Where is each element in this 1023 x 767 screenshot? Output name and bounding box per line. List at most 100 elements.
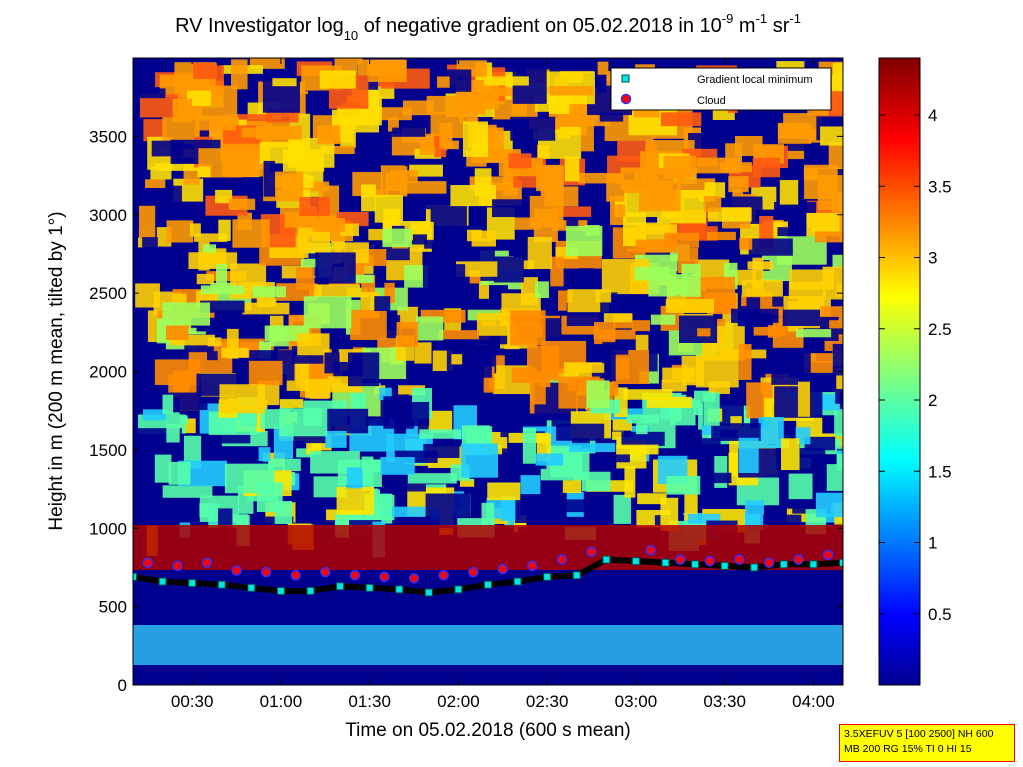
heatmap-cell xyxy=(319,70,356,89)
heatmap-cell xyxy=(313,284,361,298)
cloud-point xyxy=(734,554,745,565)
heatmap-cell xyxy=(142,237,158,253)
cloud-point xyxy=(201,557,213,568)
heatmap-cell xyxy=(315,252,356,284)
colorbar-tick-label: 3 xyxy=(928,249,937,268)
heatmap-cell xyxy=(747,261,774,270)
heatmap-cell xyxy=(832,62,843,97)
heatmap-cell xyxy=(808,353,843,363)
heatmap-cell xyxy=(325,430,347,448)
heatmap-cell xyxy=(839,208,843,242)
heatmap-cell xyxy=(826,464,843,491)
heatmap-cell xyxy=(445,280,469,304)
legend-box xyxy=(610,67,832,111)
heatmap-cell xyxy=(170,334,215,346)
heatmap-cell xyxy=(363,416,390,426)
cloud-point xyxy=(527,560,538,572)
heatmap-cell xyxy=(836,258,843,284)
heatmap-cell xyxy=(162,394,174,415)
heatmap-cell xyxy=(350,309,387,340)
heatmap-cell xyxy=(820,126,843,146)
heatmap-cell xyxy=(703,195,722,212)
heatmap-cell xyxy=(397,401,430,427)
heatmap-cell xyxy=(135,283,160,308)
colorbar-tick-label: 4 xyxy=(928,106,937,125)
heatmap-cell xyxy=(230,59,248,90)
heatmap-cell xyxy=(708,381,730,394)
heatmap-cell xyxy=(650,314,676,325)
heatmap-cell xyxy=(258,447,271,462)
minimum-point xyxy=(424,588,433,597)
info-line-1: 3.5XEFUV 5 [100 2500] NH 600 xyxy=(844,728,994,740)
minimum-point xyxy=(809,560,818,569)
heatmap-cell xyxy=(259,341,272,359)
heatmap-cell xyxy=(508,153,532,169)
heatmap-cell xyxy=(166,412,180,443)
minimum-point xyxy=(750,563,759,572)
heatmap-cell xyxy=(374,107,412,121)
minimum-point xyxy=(839,558,843,567)
heatmap-cell xyxy=(564,156,580,182)
heatmap-cell xyxy=(162,485,213,498)
minimum-point xyxy=(602,555,611,564)
heatmap-cell xyxy=(321,408,369,434)
minimum-point xyxy=(365,583,374,592)
heatmap-cell xyxy=(342,274,374,283)
cloud-series xyxy=(142,544,834,584)
x-tick-label: 01:30 xyxy=(348,692,391,711)
y-tick-label: 1500 xyxy=(89,441,127,460)
heatmap-cell xyxy=(380,457,415,475)
heatmap-cell xyxy=(228,198,256,210)
minimum-point xyxy=(306,586,315,595)
heatmap-cell xyxy=(728,176,749,193)
heatmap-cell xyxy=(624,466,636,498)
heatmap-cell xyxy=(696,157,741,174)
heatmap-cell xyxy=(660,497,679,532)
heatmap-cell xyxy=(248,360,283,386)
heatmap-cell xyxy=(666,475,701,495)
heatmap-cell xyxy=(739,238,753,250)
colorbar-tick-label: 2 xyxy=(928,391,937,410)
cloud-point xyxy=(438,570,449,581)
heatmap-cell xyxy=(346,467,363,489)
legend-cloud-label: Cloud xyxy=(697,95,726,107)
heatmap-cell xyxy=(712,110,735,121)
heatmap-cell xyxy=(829,320,843,329)
heatmap-cell xyxy=(634,171,659,183)
heatmap-cell xyxy=(552,206,592,217)
heatmap-cell xyxy=(635,334,649,351)
heatmap-cell xyxy=(556,423,605,441)
heatmap-cell xyxy=(469,270,481,284)
heatmap-cell xyxy=(602,342,629,355)
heatmap-cell xyxy=(646,396,692,408)
heatmap-cell xyxy=(232,219,270,248)
y-tick-label: 2500 xyxy=(89,284,127,303)
heatmap-cell xyxy=(839,389,843,410)
legend-minimum-marker xyxy=(621,74,630,83)
heatmap-cell xyxy=(374,194,403,223)
heatmap-cell xyxy=(832,343,843,376)
heatmap-cell xyxy=(752,257,764,289)
heatmap-cell xyxy=(577,268,594,282)
heatmap-cell xyxy=(272,78,297,87)
y-axis-label: Height in m (200 m mean, tilted by 1°) xyxy=(46,211,67,530)
cloud-point xyxy=(704,555,716,567)
heatmap-cell xyxy=(437,76,450,88)
heatmap-cell xyxy=(219,384,265,414)
heatmap-cell xyxy=(753,327,787,336)
heatmap-cell xyxy=(623,212,647,247)
heatmap-cell xyxy=(738,437,759,474)
heatmap-cell xyxy=(627,414,659,424)
heatmap-cell xyxy=(510,116,556,141)
heatmap-cell xyxy=(527,236,552,270)
heatmap-cell xyxy=(701,422,721,435)
heatmap-cell xyxy=(456,339,505,352)
heatmap-cell xyxy=(529,195,564,228)
heatmap-cell xyxy=(841,161,843,182)
heatmap-cell xyxy=(612,431,625,440)
heatmap-cell xyxy=(139,205,156,239)
heatmap-cell xyxy=(549,86,594,96)
y-tick-label: 1000 xyxy=(89,519,127,538)
colorbar-tick-label: 1.5 xyxy=(928,462,952,481)
heatmap-cell xyxy=(295,267,315,290)
